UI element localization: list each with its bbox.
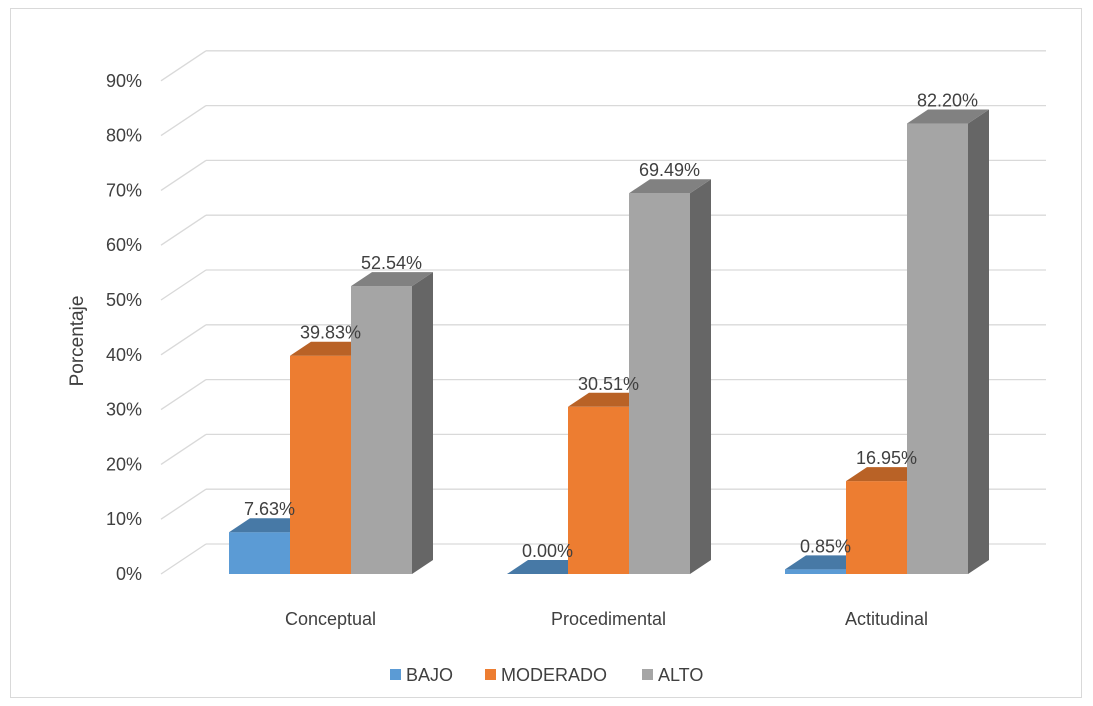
y-tick-label: 10% — [106, 509, 142, 529]
bar — [907, 109, 989, 574]
gridline-diagonal — [160, 488, 207, 520]
bar — [629, 179, 711, 574]
data-label: 0.00% — [522, 541, 573, 561]
bar-side — [690, 179, 711, 574]
bar-side — [412, 272, 433, 574]
gridline-diagonal — [160, 214, 207, 246]
gridline-diagonal — [160, 543, 207, 575]
y-tick-label: 50% — [106, 290, 142, 310]
bar-front — [629, 193, 690, 574]
bar-front — [290, 355, 351, 574]
data-label: 52.54% — [361, 253, 422, 273]
bar-front — [229, 532, 290, 574]
bar-front — [846, 481, 907, 574]
bar-front — [351, 286, 412, 574]
legend-label: BAJO — [406, 665, 453, 685]
bar-front — [568, 406, 629, 574]
data-label: 16.95% — [856, 448, 917, 468]
y-tick-label: 60% — [106, 235, 142, 255]
legend-swatch — [642, 669, 653, 680]
legend-item: ALTO — [642, 665, 703, 685]
y-tick-label: 30% — [106, 400, 142, 420]
data-label: 39.83% — [300, 323, 361, 343]
y-tick-label: 0% — [116, 564, 142, 584]
x-tick-label: Conceptual — [285, 609, 376, 629]
legend-item: MODERADO — [485, 665, 607, 685]
data-label: 82.20% — [917, 91, 978, 111]
gridline-diagonal — [160, 324, 207, 356]
y-tick-label: 40% — [106, 345, 142, 365]
y-tick-label: 20% — [106, 454, 142, 474]
x-axis-ticks: Conceptual Procedimental Actitudinal — [285, 609, 928, 629]
y-tick-label: 80% — [106, 126, 142, 146]
gridline-diagonal — [160, 105, 207, 137]
chart-frame: 0% 10% 20% 30% 40% 50% 60% 70% 80% 90% 7.63% 39.83… — [10, 8, 1082, 698]
bar-front — [907, 123, 968, 574]
x-tick-label: Actitudinal — [845, 609, 928, 629]
gridline-diagonal — [160, 50, 207, 82]
x-tick-label: Procedimental — [551, 609, 666, 629]
bar-top — [351, 272, 433, 287]
bar-side — [968, 109, 989, 574]
y-axis-ticks: 0% 10% 20% 30% 40% 50% 60% 70% 80% 90% — [106, 71, 142, 584]
gridline-diagonal — [160, 159, 207, 191]
legend-item: BAJO — [390, 665, 453, 685]
legend-label: MODERADO — [501, 665, 607, 685]
gridline-diagonal — [160, 269, 207, 301]
bar-top — [907, 109, 989, 124]
bar-front — [785, 569, 846, 574]
data-label: 30.51% — [578, 374, 639, 394]
gridline-diagonal — [160, 433, 207, 465]
legend-swatch — [485, 669, 496, 680]
data-label: 69.49% — [639, 160, 700, 180]
legend-swatch — [390, 669, 401, 680]
data-label: 0.85% — [800, 536, 851, 556]
y-axis-title: Porcentaje — [67, 296, 88, 387]
bar-top — [629, 179, 711, 194]
legend: BAJO MODERADO ALTO — [390, 665, 703, 685]
y-tick-label: 70% — [106, 180, 142, 200]
gridline-diagonal — [160, 379, 207, 411]
bar — [351, 272, 433, 574]
y-tick-label: 90% — [106, 71, 142, 91]
bar-layer — [229, 109, 989, 574]
data-label: 7.63% — [244, 499, 295, 519]
data-label-layer: 7.63% 39.83% 52.54% 0.00% 30.51% 69.49% 0.85% 1… — [244, 91, 978, 561]
chart-svg: 0% 10% 20% 30% 40% 50% 60% 70% 80% 90% 7.63% 39.83… — [67, 50, 1046, 685]
legend-label: ALTO — [658, 665, 703, 685]
